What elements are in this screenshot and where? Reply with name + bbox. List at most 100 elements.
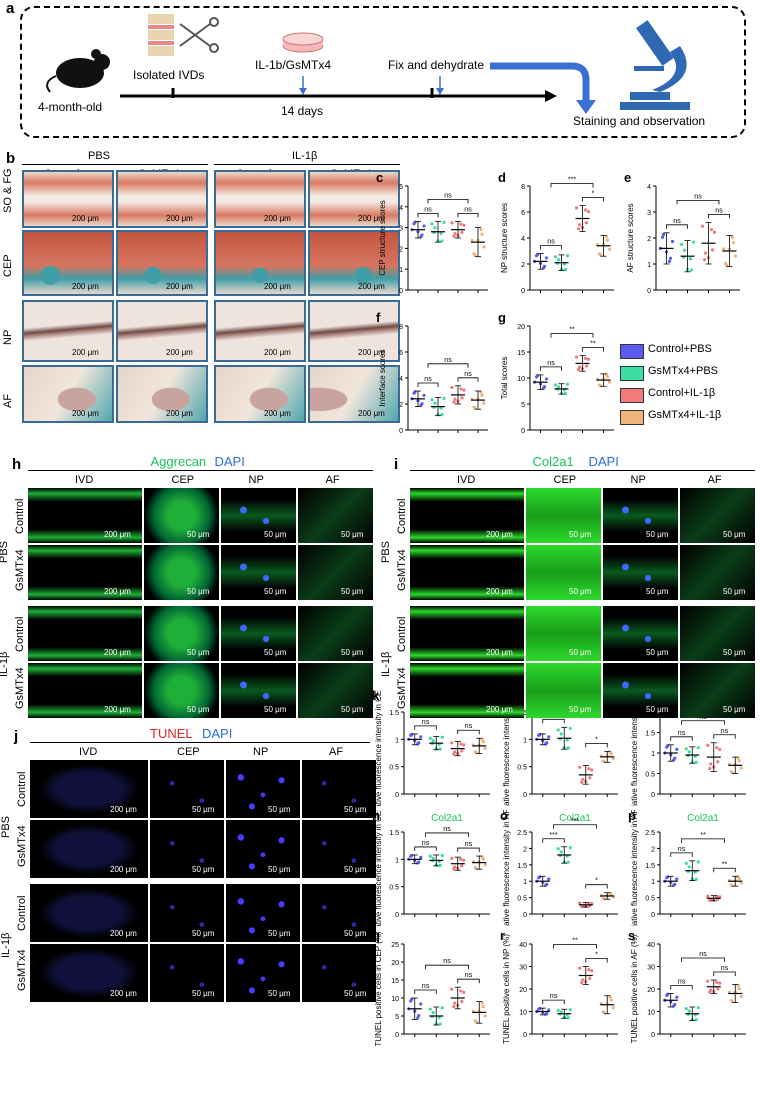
data-point (609, 892, 613, 896)
y-tick-label: 10 (391, 996, 399, 1003)
y-tick-label: 3 (399, 226, 403, 233)
panel-title-marker: TUNEL (150, 726, 193, 741)
column-label: NP (248, 474, 264, 486)
data-point (694, 1018, 698, 1022)
y-tick-label: 15 (391, 978, 399, 985)
data-point (472, 405, 476, 409)
scale-bar-label: 200 μm (110, 989, 137, 998)
data-point (459, 387, 463, 391)
data-point (607, 380, 612, 384)
scale-bar-label: 50 μm (723, 587, 746, 596)
significance-label: ns (465, 841, 473, 848)
data-point (587, 967, 591, 972)
scale-bar-label: 50 μm (646, 530, 669, 539)
significance-bracket (425, 832, 469, 837)
scale-bar-label: 50 μm (569, 648, 592, 657)
y-tick-label: 3 (647, 210, 651, 217)
data-point (452, 867, 456, 871)
zoom-fluorescence-image (221, 663, 296, 718)
y-tick-label: 0 (521, 288, 525, 295)
data-point (739, 994, 743, 999)
data-group (663, 744, 679, 762)
significance-label: ** (572, 938, 578, 945)
data-point (537, 876, 541, 880)
data-point (565, 382, 570, 386)
scale-bar-label: 50 μm (344, 805, 367, 814)
scale-bar-label: 50 μm (341, 705, 364, 714)
significance-bracket (417, 382, 439, 387)
data-point (687, 1009, 691, 1013)
data-group (556, 1008, 572, 1020)
significance-bracket (585, 884, 608, 889)
data-point (586, 357, 591, 361)
data-point (439, 231, 443, 236)
y-tick-label: 1 (395, 737, 399, 744)
significance-label: ns (464, 206, 472, 213)
y-tick-label: 2 (523, 846, 527, 853)
zoom-fluorescence-image (680, 663, 755, 718)
y-tick-label: 1 (647, 262, 651, 269)
data-point (482, 245, 486, 249)
data-point (409, 854, 413, 858)
divider (28, 470, 373, 471)
y-axis-label: Relative fluorescence intensity in AF (630, 810, 639, 926)
scale-bar-label: 200 μm (72, 282, 99, 291)
y-axis-label: Relative fluorescence intensity in CEP (374, 810, 383, 926)
y-tick-label: 20 (517, 324, 525, 331)
column-label: NP (253, 746, 269, 758)
zoom-fluorescence-image (221, 606, 296, 661)
scale-bar-label: 50 μm (723, 705, 746, 714)
panel-title-marker: Col2a1 (532, 454, 574, 469)
scale-bar-label: 50 μm (341, 648, 364, 657)
column-label: IVD (75, 474, 94, 486)
data-point (419, 855, 423, 859)
row-label: GsMTx4 (16, 949, 28, 991)
significance-label: ns (465, 723, 473, 730)
data-point (673, 1002, 677, 1007)
y-tick-label: 15 (517, 350, 525, 357)
significance-bracket (585, 742, 608, 748)
data-point (431, 856, 435, 860)
y-axis-label: Relative fluorescence intensity in AF (630, 690, 639, 806)
y-axis-label: TUNEL positive cells in NP (%) (502, 934, 511, 1044)
data-point (481, 857, 485, 861)
data-point (462, 743, 466, 747)
significance-bracket (550, 183, 594, 188)
data-point (597, 383, 602, 387)
data-point (483, 746, 487, 751)
data-point (563, 391, 568, 396)
chart-c: c 0 1 2 3 4 5 CEP structure scores ns ns ns (376, 172, 488, 295)
data-point (481, 740, 485, 744)
row-label: GsMTx4 (396, 548, 408, 591)
scale-bar-label: 50 μm (344, 929, 367, 938)
y-tick-label: 0 (395, 1032, 399, 1039)
significance-label: ** (700, 832, 706, 839)
y-tick-label: 1 (523, 879, 527, 886)
significance-label: ns (424, 376, 432, 383)
data-group (430, 396, 446, 417)
data-point (556, 847, 560, 851)
ivd-fluorescence-image (30, 760, 148, 818)
panel-letter: d (498, 172, 506, 185)
data-point (563, 267, 568, 272)
data-point (431, 1010, 435, 1015)
significance-label: ns (422, 719, 430, 726)
zoom-fluorescence-image (298, 545, 373, 600)
data-point (450, 856, 454, 860)
data-group (595, 373, 612, 388)
data-point (428, 1007, 432, 1011)
legend-item: GsMTx4+IL-1β (620, 408, 760, 426)
y-tick-label: 0 (399, 428, 403, 435)
data-point (584, 221, 589, 225)
y-axis-label: NP structure scores (500, 203, 509, 273)
data-point (580, 780, 584, 784)
data-point (453, 397, 457, 401)
data-group (471, 855, 487, 871)
data-point (730, 235, 735, 239)
significance-label: ns (678, 846, 686, 853)
significance-bracket (670, 985, 693, 990)
y-tick-label: 2.5 (517, 830, 527, 837)
data-point (691, 240, 696, 244)
scale-bar-label: 200 μm (358, 348, 385, 357)
chart-title: Col2a1 (431, 813, 463, 824)
